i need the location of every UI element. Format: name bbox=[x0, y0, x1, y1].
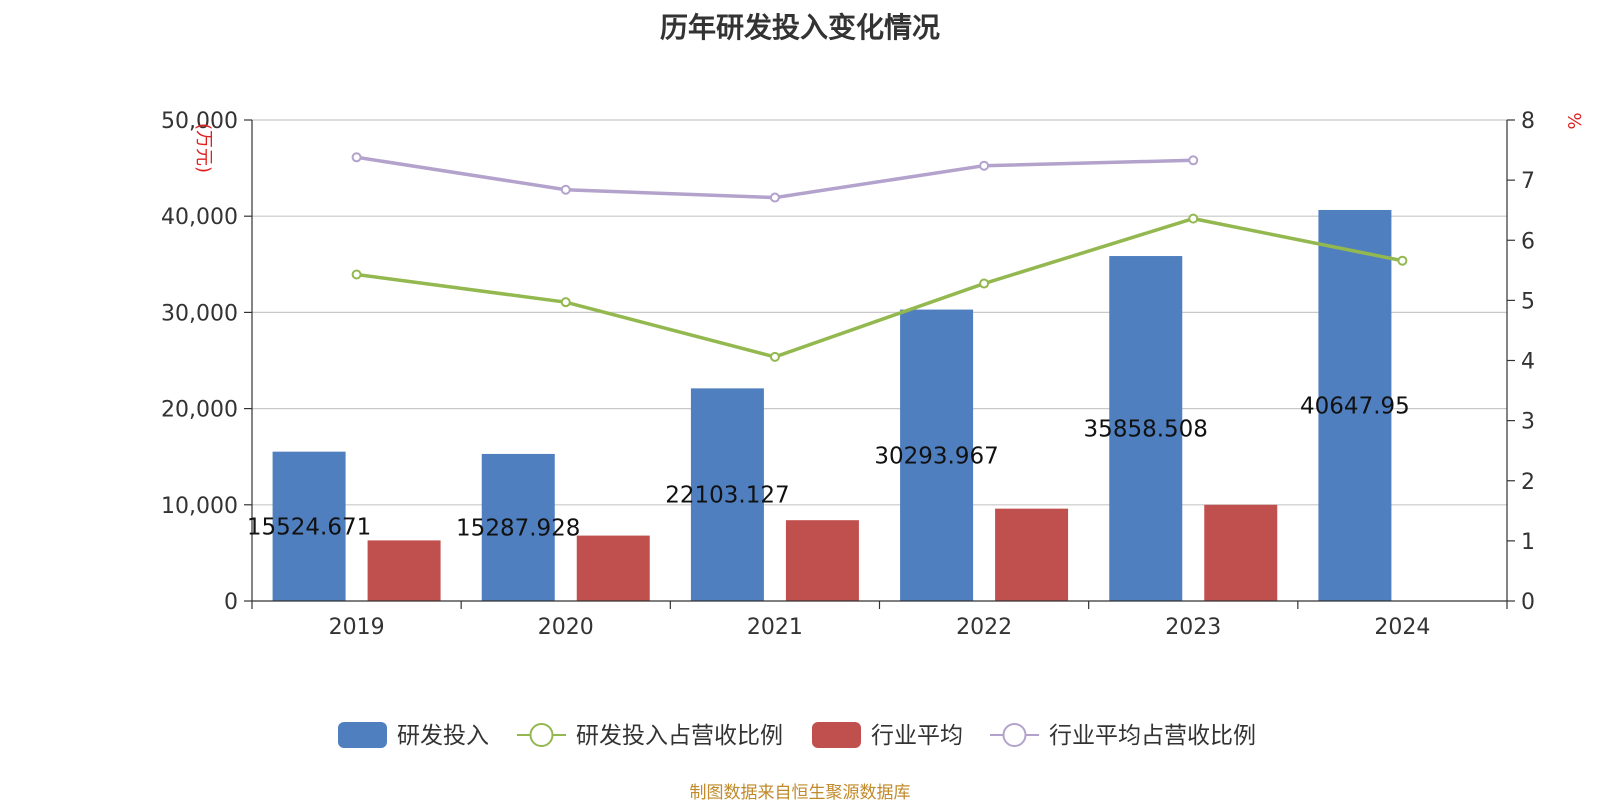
left-axis-unit: (万元) bbox=[193, 123, 214, 173]
right-tick-label: 5 bbox=[1521, 289, 1535, 314]
line-point bbox=[560, 297, 571, 308]
x-tick-label: 2023 bbox=[1165, 615, 1221, 640]
line-point bbox=[1188, 213, 1199, 224]
bar-rd-investment bbox=[1318, 209, 1392, 601]
chart-title: 历年研发投入变化情况 bbox=[659, 11, 940, 44]
labels-layer: 15524.671 15287.928 22103.127 30293.967 3585… bbox=[247, 393, 1410, 541]
legend-label: 行业平均 bbox=[871, 723, 963, 749]
x-tick-label: 2024 bbox=[1374, 615, 1430, 640]
bar-rd-investment bbox=[272, 451, 346, 601]
line-point bbox=[1397, 255, 1408, 266]
right-tick-label: 4 bbox=[1521, 350, 1535, 375]
right-axis-unit: % bbox=[1565, 112, 1586, 129]
x-tick-label: 2020 bbox=[538, 615, 594, 640]
bar-rd-investment bbox=[481, 453, 555, 601]
left-tick-label: 10,000 bbox=[161, 494, 238, 519]
line-rd-ratio bbox=[356, 216, 1403, 359]
line-point bbox=[769, 192, 780, 203]
source-note: 制图数据来自恒生聚源数据库 bbox=[689, 783, 911, 803]
left-tick-label: 0 bbox=[224, 590, 238, 615]
x-tick-label: 2022 bbox=[956, 615, 1012, 640]
grid-layer bbox=[252, 119, 1507, 506]
x-tick-label: 2021 bbox=[747, 615, 803, 640]
line-point bbox=[1188, 155, 1199, 166]
bar-value-label: 22103.127 bbox=[665, 483, 789, 509]
axes-layer: 0 10,000 20,000 30,000 40,000 50,000 0 1 2 3 4 5 6 7 8… bbox=[161, 109, 1586, 640]
legend-label: 研发投入占营收比例 bbox=[576, 723, 783, 749]
bar-rd-investment bbox=[1109, 256, 1183, 601]
left-tick-label: 50,000 bbox=[161, 109, 238, 134]
right-tick-label: 1 bbox=[1521, 530, 1535, 555]
line-point bbox=[979, 160, 990, 171]
bar-value-label: 30293.967 bbox=[874, 443, 998, 469]
line-point bbox=[560, 184, 571, 195]
right-tick-label: 2 bbox=[1521, 470, 1535, 495]
bar-industry-average bbox=[785, 520, 859, 601]
right-tick-label: 0 bbox=[1521, 590, 1535, 615]
legend-marker bbox=[1002, 723, 1027, 747]
x-tick-label: 2019 bbox=[329, 615, 385, 640]
bar-value-label: 15287.928 bbox=[456, 515, 580, 541]
bar-rd-investment bbox=[690, 388, 764, 601]
bar-industry-average bbox=[367, 540, 441, 601]
legend-label: 研发投入 bbox=[397, 723, 489, 749]
line-industry-ratio bbox=[356, 155, 1194, 200]
left-tick-label: 20,000 bbox=[161, 398, 238, 423]
legend-swatch bbox=[338, 722, 387, 748]
bar-rd-investment bbox=[900, 309, 974, 601]
legend: 研发投入 研发投入占营收比例 行业平均 行业平均占营收比例 bbox=[338, 722, 1256, 749]
line-point bbox=[351, 269, 362, 280]
line-point bbox=[351, 152, 362, 163]
right-tick-label: 7 bbox=[1521, 169, 1535, 194]
legend-marker bbox=[529, 723, 554, 747]
left-tick-label: 40,000 bbox=[161, 205, 238, 230]
right-tick-label: 3 bbox=[1521, 410, 1535, 435]
line-point bbox=[769, 351, 780, 362]
line-point bbox=[979, 278, 990, 289]
bar-industry-average bbox=[1204, 504, 1278, 601]
left-tick-label: 30,000 bbox=[161, 301, 238, 326]
legend-swatch bbox=[812, 722, 861, 748]
bar-industry-average bbox=[995, 508, 1069, 601]
right-tick-label: 6 bbox=[1521, 229, 1535, 254]
legend-label: 行业平均占营收比例 bbox=[1049, 723, 1256, 749]
bar-value-label: 15524.671 bbox=[247, 514, 371, 540]
lines-layer bbox=[351, 152, 1408, 362]
bar-value-label: 35858.508 bbox=[1084, 417, 1208, 443]
right-tick-label: 8 bbox=[1521, 109, 1535, 134]
bars-layer bbox=[272, 209, 1392, 601]
bar-industry-average bbox=[576, 535, 650, 601]
bar-value-label: 40647.95 bbox=[1300, 393, 1410, 419]
